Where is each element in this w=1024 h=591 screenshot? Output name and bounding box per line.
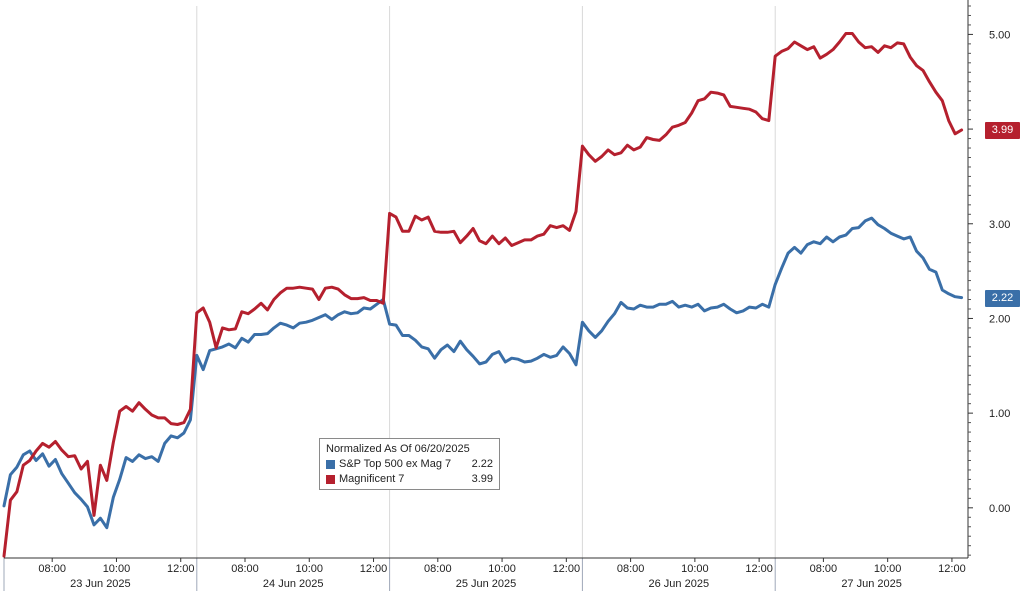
x-tick-label: 12:00: [553, 563, 581, 575]
y-tick-label: 0.00: [989, 503, 1010, 515]
day-separators: [3, 6, 776, 591]
legend: Normalized As Of 06/20/2025 S&P Top 500 …: [319, 438, 500, 490]
x-day-label: 27 Jun 2025: [841, 578, 902, 590]
x-day-label: 23 Jun 2025: [70, 578, 131, 590]
legend-label-mag7: Magnificent 7: [339, 473, 405, 485]
legend-value-mag7: 3.99: [471, 473, 493, 485]
legend-swatch-mag7: [326, 475, 335, 484]
x-tick-label: 10:00: [103, 563, 131, 575]
y-tick-label: 2.00: [989, 313, 1010, 325]
series-line-mag7: [2, 32, 964, 558]
x-tick-label: 10:00: [874, 563, 902, 575]
x-tick-label: 12:00: [745, 563, 773, 575]
x-tick-label: 08:00: [810, 563, 838, 575]
x-day-label: 25 Jun 2025: [456, 578, 517, 590]
x-tick-label: 10:00: [488, 563, 516, 575]
x-tick-label: 12:00: [360, 563, 388, 575]
x-tick-label: 10:00: [681, 563, 709, 575]
y-tick-label: 3.00: [989, 219, 1010, 231]
x-tick-label: 10:00: [296, 563, 324, 575]
x-tick-label: 08:00: [38, 563, 66, 575]
last-value-tag-mag7: 3.99: [985, 122, 1020, 140]
legend-item-mag7: Magnificent 7 3.99: [326, 472, 493, 487]
x-axis-ticks: 08:00 10:00 12:00 08:00 10:00 12:00 08:00 10:00…: [38, 558, 966, 590]
x-tick-label: 12:00: [167, 563, 195, 575]
legend-item-sp-ex-mag7: S&P Top 500 ex Mag 7 2.22: [326, 457, 493, 472]
series-line-sp-ex-mag7: [2, 216, 964, 530]
y-tick-label: 1.00: [989, 408, 1010, 420]
x-day-label: 24 Jun 2025: [263, 578, 324, 590]
series-lines: [2, 32, 964, 558]
y-tick-label: 5.00: [989, 29, 1010, 41]
legend-title: Normalized As Of 06/20/2025: [326, 443, 470, 455]
x-day-label: 26 Jun 2025: [649, 578, 710, 590]
x-tick-label: 08:00: [424, 563, 452, 575]
last-value-tag-sp-ex-mag7: 2.22: [985, 289, 1020, 307]
x-tick-label: 08:00: [617, 563, 645, 575]
x-tick-label: 12:00: [938, 563, 966, 575]
legend-swatch-sp-ex-mag7: [326, 460, 335, 469]
legend-value-sp-ex-mag7: 2.22: [471, 458, 493, 470]
x-tick-label: 08:00: [231, 563, 259, 575]
legend-label-sp-ex-mag7: S&P Top 500 ex Mag 7: [339, 458, 452, 470]
axes: [4, 0, 969, 559]
y-axis-ticks: 0.001.002.003.004.005.00: [968, 5, 1010, 556]
